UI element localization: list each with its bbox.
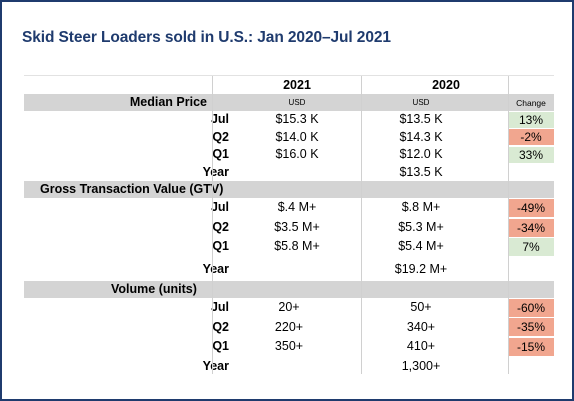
table-row: Year 1,300+ xyxy=(24,357,554,377)
table-row: Q2 $14.0 K $14.3 K -2% xyxy=(24,129,554,146)
column-header-2020: 2020 xyxy=(432,78,460,92)
table-row: Q2 220+ 340+ -35% xyxy=(24,318,554,338)
value-2021: $16.0 K xyxy=(275,147,319,162)
column-divider xyxy=(212,75,213,374)
value-2021: $.4 M+ xyxy=(277,200,317,215)
table-header-row: 2021 2020 xyxy=(24,75,554,94)
table-row: Q1 $5.8 M+ $5.4 M+ 7% xyxy=(24,237,554,257)
value-2020: $5.3 M+ xyxy=(398,219,444,234)
row-divider xyxy=(24,75,554,76)
change-badge: -60% xyxy=(508,298,554,317)
row-label: Year xyxy=(202,164,229,179)
change-badge: 7% xyxy=(508,238,554,257)
data-table: 2021 2020 Median Price USD USD Change Ju… xyxy=(24,75,554,376)
section-header-volume: Volume (units) xyxy=(24,280,554,299)
value-2020: $14.3 K xyxy=(399,129,443,144)
value-2020: 50+ xyxy=(410,300,432,315)
value-2020: 340+ xyxy=(406,319,436,334)
value-2020: $19.2 M+ xyxy=(394,261,448,276)
page-title: Skid Steer Loaders sold in U.S.: Jan 202… xyxy=(22,29,391,46)
row-label: Q1 xyxy=(212,147,229,162)
value-2021: 20+ xyxy=(278,300,300,315)
table-row: Jul $.4 M+ $.8 M+ -49% xyxy=(24,198,554,218)
column-divider xyxy=(361,75,362,374)
row-label: Jul xyxy=(210,112,229,127)
table-row: Q1 350+ 410+ -15% xyxy=(24,337,554,357)
table-row: Q2 $3.5 M+ $5.3 M+ -34% xyxy=(24,218,554,238)
table-row: Jul $15.3 K $13.5 K 13% xyxy=(24,111,554,129)
value-2021: 220+ xyxy=(274,319,304,334)
value-2020: 410+ xyxy=(406,339,436,354)
value-2020: $13.5 K xyxy=(399,164,443,179)
value-2020: $5.4 M+ xyxy=(398,239,444,254)
table-row: Year $13.5 K xyxy=(24,164,554,181)
section-title: Gross Transaction Value (GTV) xyxy=(40,181,224,196)
change-badge: -2% xyxy=(508,129,554,146)
value-2021: $15.3 K xyxy=(275,112,319,127)
table-row: Year $19.2 M+ xyxy=(24,257,554,281)
change-badge: -49% xyxy=(508,199,554,218)
change-badge: -15% xyxy=(508,337,554,356)
section-header-median-price: Median Price USD USD Change xyxy=(24,94,554,112)
value-2021: $14.0 K xyxy=(275,129,319,144)
table-row: Jul 20+ 50+ -60% xyxy=(24,298,554,318)
value-2021: $3.5 M+ xyxy=(274,219,320,234)
change-badge: 13% xyxy=(508,112,554,129)
change-badge: -34% xyxy=(508,218,554,237)
column-header-2021: 2021 xyxy=(283,78,311,92)
unit-label-2020: USD xyxy=(412,98,430,107)
row-label: Year xyxy=(202,261,229,276)
value-2020: $13.5 K xyxy=(399,112,443,127)
section-title: Volume (units) xyxy=(111,281,197,296)
value-2021: 350+ xyxy=(274,339,304,354)
row-label: Jul xyxy=(210,200,229,215)
change-column-header: Change xyxy=(516,98,546,108)
unit-label-2021: USD xyxy=(288,98,306,107)
change-badge: 33% xyxy=(508,146,554,163)
row-label: Q2 xyxy=(212,219,229,234)
value-2020: 1,300+ xyxy=(401,358,441,373)
row-label: Q1 xyxy=(212,339,229,354)
column-divider xyxy=(508,75,509,374)
value-2020: $.8 M+ xyxy=(401,200,441,215)
value-2021: $5.8 M+ xyxy=(274,239,320,254)
row-label: Year xyxy=(202,358,229,373)
table-row: Q1 $16.0 K $12.0 K 33% xyxy=(24,146,554,163)
row-label: Jul xyxy=(210,300,229,315)
section-title: Median Price xyxy=(129,95,207,109)
row-label: Q2 xyxy=(212,319,229,334)
change-badge: -35% xyxy=(508,318,554,337)
row-label: Q2 xyxy=(212,129,229,144)
section-header-gtv: Gross Transaction Value (GTV) xyxy=(24,180,554,199)
row-label: Q1 xyxy=(212,239,229,254)
value-2020: $12.0 K xyxy=(399,147,443,162)
